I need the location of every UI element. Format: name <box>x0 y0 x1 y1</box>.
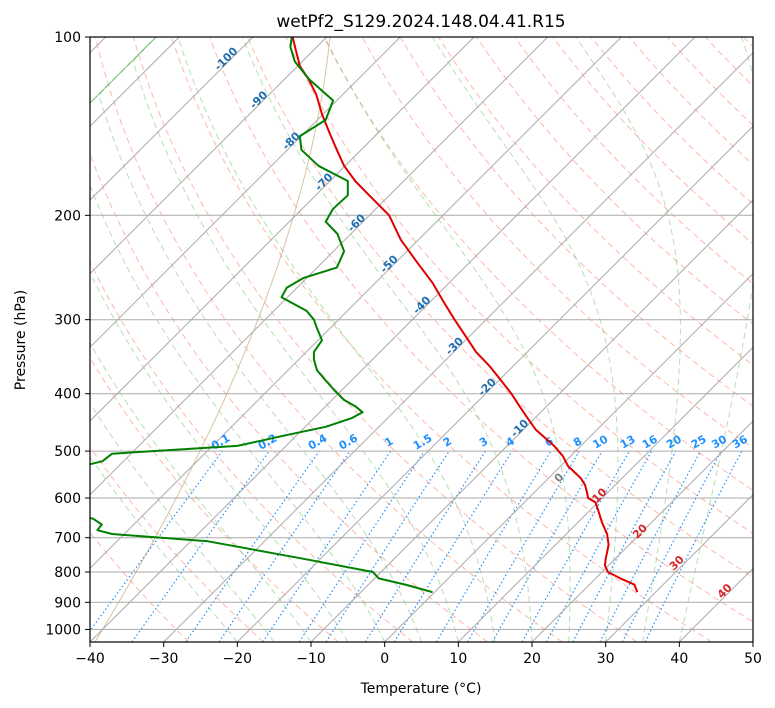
x-tick-label: −30 <box>149 651 179 667</box>
mixing-ratio-line <box>393 450 513 642</box>
isotherm-line <box>752 641 753 642</box>
y-tick-label: 600 <box>54 491 81 507</box>
y-tick-label: 500 <box>54 444 81 460</box>
dry-adiabat-line <box>94 37 563 642</box>
y-tick-label: 900 <box>54 595 81 611</box>
x-tick-label: 50 <box>744 651 762 667</box>
dry-adiabat-line <box>628 37 753 166</box>
x-tick-label: 0 <box>380 651 389 667</box>
isotherm-line <box>457 346 753 642</box>
x-tick-label: 40 <box>670 651 688 667</box>
y-tick-label: 400 <box>54 387 81 403</box>
x-tick-label: −40 <box>75 651 105 667</box>
dry-adiabat-line <box>209 37 753 623</box>
reference-curve-line <box>94 37 331 642</box>
moist-adiabat-line <box>177 37 496 642</box>
profile-lines <box>90 37 639 594</box>
moist-adiabat-line <box>99 37 422 642</box>
plot-frame <box>89 36 754 643</box>
dry-adiabat-line <box>247 37 753 578</box>
mixing-ratio-line <box>364 450 486 642</box>
isotherm-line <box>90 37 328 275</box>
moist-adiabat-line <box>432 37 619 642</box>
moist-adiabat-line <box>678 37 753 642</box>
moist-adiabat-line <box>132 37 459 642</box>
dewpoint-line <box>90 37 433 594</box>
isotherm-line <box>90 37 696 642</box>
dry-adiabat-line <box>90 446 264 642</box>
mixing-ratio-line <box>491 450 603 642</box>
isotherm-line <box>90 37 549 496</box>
dry-adiabat-line <box>132 37 638 642</box>
x-axis-title: Temperature (°C) <box>360 681 482 697</box>
dry-adiabat-line <box>514 37 753 285</box>
y-tick-label: 800 <box>54 565 81 581</box>
mixing-ratio-line <box>521 450 631 642</box>
dry-adiabat-line <box>90 260 414 642</box>
y-tick-label: 700 <box>54 531 81 547</box>
mixing-ratio-line <box>435 450 552 642</box>
background-lines <box>90 37 753 642</box>
mixing-ratio-line <box>325 450 450 642</box>
x-tick-label: 30 <box>597 651 615 667</box>
y-axis-title: Pressure (hPa) <box>13 290 29 390</box>
isotherm-line <box>90 37 475 422</box>
mixing-ratio-line <box>131 450 270 642</box>
moist-adiabat-line <box>575 37 681 642</box>
isotherm-line <box>90 37 622 570</box>
moist-adiabat-line <box>90 37 349 642</box>
mixing-ratio-line <box>185 450 320 642</box>
isotherm-line <box>310 199 753 642</box>
moist-adiabat-line <box>90 37 275 642</box>
y-tick-label: 300 <box>54 313 81 329</box>
isotherm-line <box>531 420 753 642</box>
x-tick-label: 10 <box>449 651 467 667</box>
moist-adiabat-line <box>324 37 571 642</box>
temperature-line <box>291 37 639 593</box>
mixing-ratio-line <box>572 450 677 642</box>
mixing-ratio-line <box>466 450 580 642</box>
moist-adiabat-line <box>241 37 533 642</box>
axes: −40 −30 −20 −10 0 10 20 30 40 50 100 200 300 400 500 60… <box>45 30 762 667</box>
dry-adiabat-line <box>476 37 753 325</box>
dry-adiabat-line <box>323 37 753 491</box>
x-tick-label: −10 <box>296 651 326 667</box>
isotherm-line <box>236 125 753 642</box>
chart-title: wetPf2_S129.2024.148.04.41.R15 <box>276 12 565 32</box>
mixing-ratio-line <box>90 450 223 632</box>
dry-adiabat-line <box>399 37 753 407</box>
x-tick-label: 20 <box>523 651 541 667</box>
y-tick-label: 100 <box>54 30 81 46</box>
x-tick-label: −20 <box>223 651 253 667</box>
isotherm-line <box>163 51 753 642</box>
isotherm-line <box>384 272 753 642</box>
isotherm-line <box>605 493 753 642</box>
plot-background <box>90 37 753 642</box>
y-tick-label: 200 <box>54 208 81 224</box>
y-tick-label: 1000 <box>45 622 81 638</box>
moist-adiabat-line <box>90 37 386 642</box>
mixing-ratio-line <box>218 450 351 642</box>
isotherm-line <box>90 37 254 201</box>
